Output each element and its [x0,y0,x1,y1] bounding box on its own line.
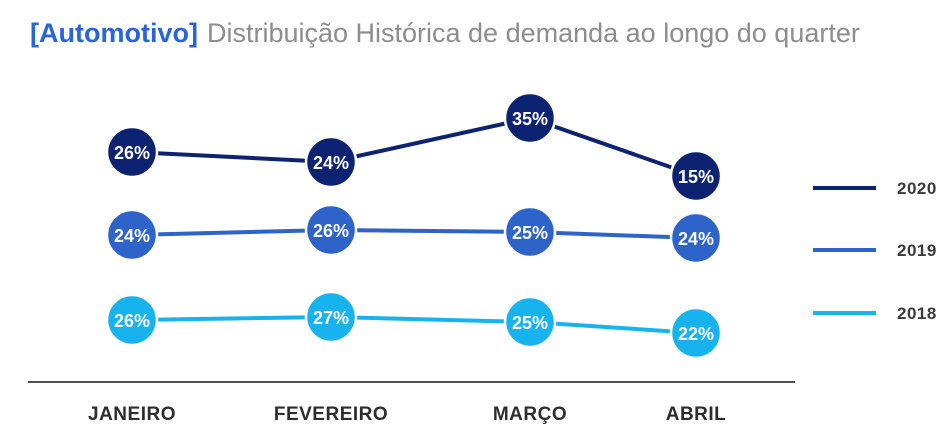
data-point-2019-JANEIRO [105,208,159,262]
x-axis-label-ABRIL: ABRIL [666,404,727,425]
data-point-label: 24% [114,226,150,246]
x-axis-label-FEVEREIRO: FEVEREIRO [274,404,388,425]
data-point-2020-FEVEREIRO [304,135,358,189]
data-point-2019-MARÇO [503,205,557,259]
legend-label-2018: 2018 [897,304,937,323]
data-point-label: 24% [678,229,714,249]
series-line-2020 [130,115,698,178]
data-point-2018-JANEIRO [105,293,159,347]
data-point-2020-MARÇO [503,91,557,145]
data-point-label: 25% [512,313,548,333]
x-axis-label-MARÇO: MARÇO [493,404,567,425]
data-point-label: 26% [114,143,150,163]
data-point-2018-MARÇO [503,295,557,349]
data-point-2019-FEVEREIRO [304,203,358,257]
data-point-label: 24% [313,153,349,173]
data-point-2018-ABRIL [669,306,723,360]
data-point-label: 27% [313,308,349,328]
data-point-2020-ABRIL [669,149,723,203]
legend-label-2019: 2019 [897,241,937,260]
data-point-label: 25% [512,223,548,243]
x-axis-label-JANEIRO: JANEIRO [88,404,176,425]
data-point-label: 35% [512,109,548,129]
data-point-label: 26% [313,221,349,241]
data-point-2018-FEVEREIRO [304,290,358,344]
chart-title: [Automotivo] Distribuição Histórica de de… [30,18,860,49]
chart-title-text: Distribuição Histórica de demanda ao lon… [206,18,860,48]
series-line-2019 [130,227,698,240]
data-point-label: 22% [678,324,714,344]
chart-title-category: [Automotivo] [30,18,198,48]
data-point-label: 26% [114,311,150,331]
series-line-2018 [130,314,698,335]
data-point-2020-JANEIRO [105,125,159,179]
data-point-label: 15% [678,167,714,187]
data-point-2019-ABRIL [669,211,723,265]
legend-label-2020: 2020 [897,179,937,198]
